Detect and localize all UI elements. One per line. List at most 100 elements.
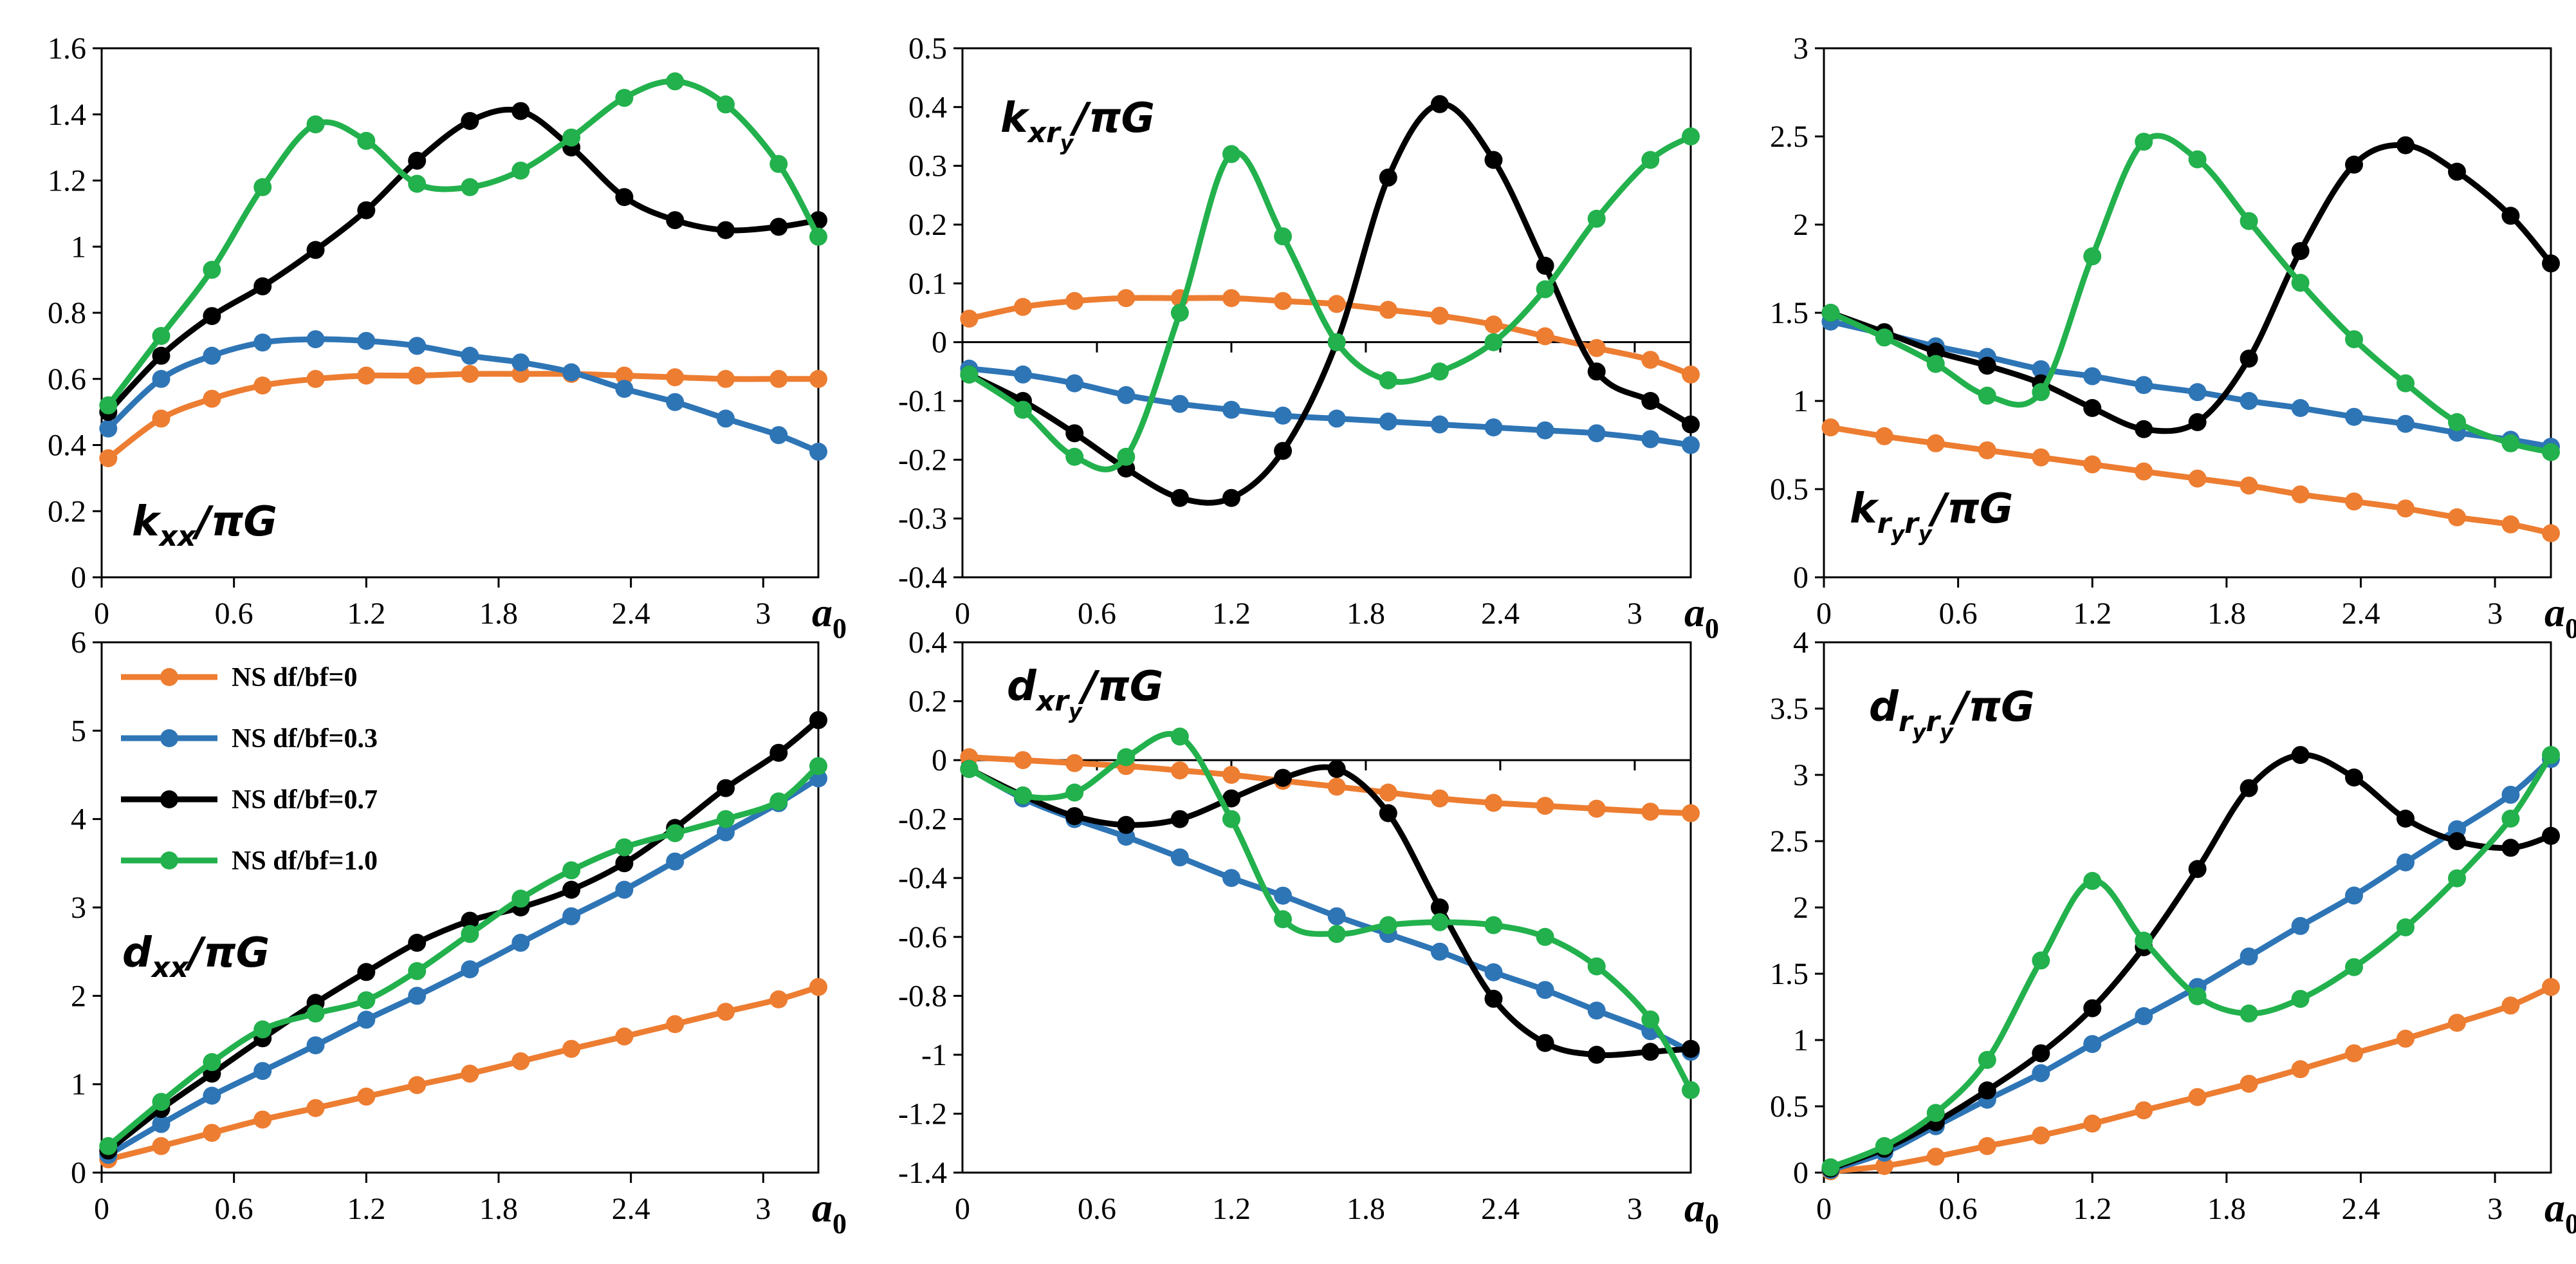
data-point bbox=[769, 743, 788, 762]
data-point bbox=[357, 131, 376, 150]
series-line bbox=[966, 133, 1694, 472]
data-point bbox=[1170, 727, 1189, 746]
x-tick-label: 1.2 bbox=[347, 597, 385, 631]
data-point bbox=[511, 933, 530, 952]
x-axis-label: a0 bbox=[1684, 590, 1719, 644]
data-point bbox=[1014, 786, 1032, 804]
data-point bbox=[357, 366, 376, 385]
y-tick-label: 3 bbox=[1793, 32, 1808, 66]
data-point bbox=[1430, 306, 1449, 325]
legend-item: NS df/bf=1.0 bbox=[121, 846, 378, 876]
y-tick-label: 1.5 bbox=[1770, 296, 1808, 330]
data-point bbox=[1536, 256, 1554, 275]
panel-label: kryry/πG bbox=[1850, 485, 2013, 546]
data-point bbox=[1430, 942, 1449, 961]
data-point bbox=[203, 307, 221, 326]
data-point bbox=[1065, 807, 1084, 826]
data-point bbox=[562, 880, 581, 899]
panel-label-part: d bbox=[1869, 683, 1899, 731]
x-tick-label: 3 bbox=[2487, 1192, 2503, 1226]
data-point bbox=[1065, 754, 1084, 772]
data-point bbox=[306, 1004, 325, 1023]
data-point bbox=[562, 907, 581, 925]
data-point bbox=[1222, 810, 1240, 828]
x-tick-label: 1.8 bbox=[1347, 597, 1385, 631]
panel-label-part: /πG bbox=[1078, 663, 1164, 711]
y-tick-label: 3 bbox=[71, 891, 86, 925]
data-point bbox=[1536, 421, 1554, 440]
data-point bbox=[615, 366, 634, 385]
data-point bbox=[2083, 999, 2102, 1018]
x-tick-label: 1.2 bbox=[1212, 1192, 1251, 1226]
legend-label: NS df/bf=0.7 bbox=[232, 785, 378, 815]
data-point bbox=[1430, 913, 1449, 931]
x-tick-label: 2.4 bbox=[612, 597, 650, 631]
series-3 bbox=[960, 95, 1700, 507]
data-point bbox=[1682, 1081, 1700, 1099]
data-point bbox=[2032, 360, 2050, 378]
data-point bbox=[2188, 150, 2207, 169]
data-point bbox=[960, 365, 979, 384]
data-point bbox=[2448, 832, 2466, 850]
data-point bbox=[769, 154, 788, 173]
x-tick-label: 0.6 bbox=[1939, 1192, 1978, 1226]
x-tick-label: 0.6 bbox=[1078, 597, 1116, 631]
data-point bbox=[717, 810, 735, 828]
data-point bbox=[1327, 333, 1346, 351]
y-tick-label: 0.3 bbox=[908, 149, 947, 183]
series-1 bbox=[99, 365, 827, 467]
y-tick-label: 0 bbox=[932, 326, 947, 360]
data-point bbox=[2291, 485, 2310, 504]
data-point bbox=[461, 346, 479, 365]
data-point bbox=[2448, 508, 2466, 526]
data-point bbox=[511, 353, 530, 372]
panel-label-part: /πG bbox=[1069, 95, 1155, 142]
series-1 bbox=[1821, 418, 2560, 543]
data-point bbox=[769, 369, 788, 388]
data-point bbox=[1170, 488, 1189, 507]
x-axis-label: a0 bbox=[2544, 1185, 2576, 1240]
data-point bbox=[1327, 409, 1346, 428]
data-point bbox=[1484, 315, 1503, 334]
y-tick-label: 0.5 bbox=[1770, 472, 1808, 507]
x-tick-label: 0 bbox=[94, 597, 109, 631]
chart-panel-2: 0 0.6 1.2 1.8 2.4 3 -0.4 -0.3 -0.2 -0.1 0 0.1 0.2 0.3… bbox=[898, 32, 1719, 644]
data-point bbox=[1875, 427, 1893, 445]
data-point bbox=[1430, 898, 1449, 916]
data-point bbox=[1587, 209, 1606, 228]
data-point bbox=[2542, 826, 2560, 845]
x-axis-label: a0 bbox=[812, 1185, 847, 1240]
data-point bbox=[1014, 751, 1032, 770]
data-point bbox=[2291, 1060, 2310, 1079]
data-point bbox=[717, 409, 735, 428]
data-point bbox=[2345, 492, 2363, 511]
data-point bbox=[2188, 383, 2207, 402]
y-tick-label: 6 bbox=[71, 626, 86, 660]
data-point bbox=[253, 1062, 272, 1081]
data-point bbox=[1117, 748, 1136, 767]
data-point bbox=[253, 1020, 272, 1039]
x-tick-label: 1.8 bbox=[2207, 1192, 2246, 1226]
y-tick-label: 1.5 bbox=[1770, 957, 1808, 991]
data-point bbox=[1065, 424, 1084, 443]
data-point bbox=[99, 1137, 118, 1155]
data-point bbox=[306, 1036, 325, 1055]
data-point bbox=[1222, 789, 1240, 808]
data-point bbox=[1065, 374, 1084, 393]
panel-label-part: d bbox=[122, 929, 152, 977]
data-point bbox=[1484, 916, 1503, 934]
data-point bbox=[1587, 799, 1606, 818]
data-point bbox=[1327, 759, 1346, 778]
data-point bbox=[2188, 413, 2207, 431]
legend-item: NS df/bf=0.3 bbox=[121, 724, 378, 754]
panel-label-part: y bbox=[1940, 720, 1954, 744]
data-point bbox=[2501, 207, 2520, 225]
x-tick-label: 0 bbox=[94, 1192, 109, 1226]
data-point bbox=[960, 310, 979, 328]
data-point bbox=[306, 241, 325, 259]
panel-label-part: y bbox=[1069, 699, 1083, 723]
data-point bbox=[2032, 448, 2050, 467]
data-point bbox=[152, 369, 170, 388]
data-point bbox=[1484, 963, 1503, 981]
data-point bbox=[2240, 212, 2258, 230]
